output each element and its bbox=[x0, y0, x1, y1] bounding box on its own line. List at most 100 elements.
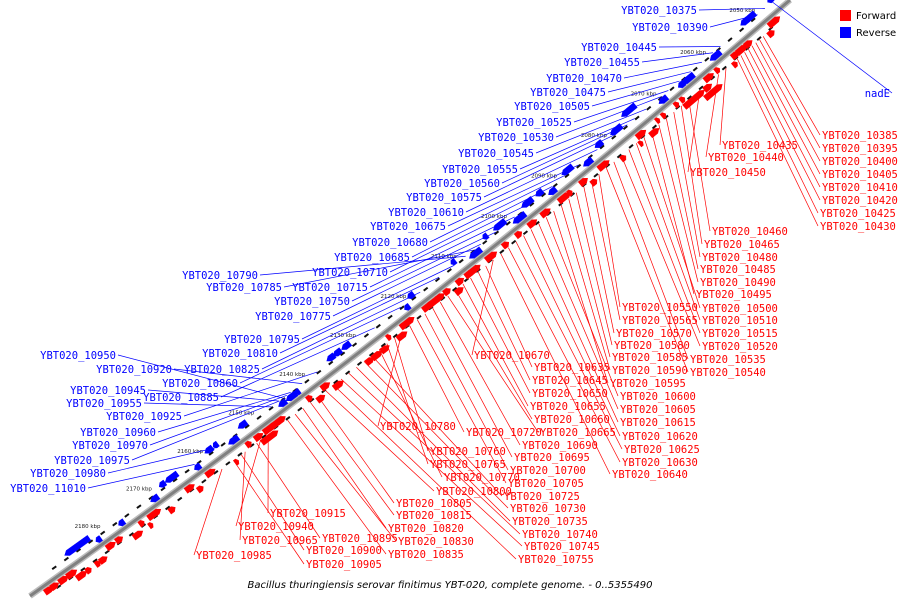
forward-gene bbox=[513, 231, 523, 240]
leader-line bbox=[698, 8, 765, 11]
scale-tick bbox=[399, 305, 405, 311]
gene-layer bbox=[42, 0, 781, 596]
leader-line bbox=[439, 301, 521, 446]
scale-tick bbox=[220, 442, 226, 447]
leader-line bbox=[477, 271, 531, 381]
leader-line bbox=[673, 112, 701, 258]
forward-gene-label: YBT020_10500 bbox=[702, 303, 778, 315]
reverse-gene-label: YBT020_10860 bbox=[162, 378, 238, 390]
leader-line bbox=[500, 253, 611, 475]
reverse-gene bbox=[469, 246, 484, 259]
reverse-gene-label: YBT020_10710 bbox=[312, 267, 388, 279]
forward-gene-label: YBT020_10510 bbox=[702, 315, 778, 327]
forward-gene bbox=[49, 582, 60, 592]
forward-gene bbox=[678, 96, 686, 104]
leader-line bbox=[369, 216, 515, 288]
scale-tick bbox=[499, 249, 505, 254]
scale-tick bbox=[529, 202, 535, 207]
reverse-gene bbox=[621, 102, 638, 117]
forward-gene-label: YBT020_10730 bbox=[510, 503, 586, 515]
forward-gene bbox=[598, 160, 610, 171]
reverse-gene-label: YBT020_11010 bbox=[10, 483, 86, 495]
leader-line bbox=[340, 378, 523, 547]
leader-line bbox=[317, 396, 395, 504]
forward-gene bbox=[766, 16, 781, 29]
map-caption: Bacillus thuringiensis serovar finitimus… bbox=[248, 580, 653, 591]
forward-gene-label: YBT020_10410 bbox=[822, 182, 898, 194]
scale-tick bbox=[756, 36, 762, 41]
forward-gene-label: YBT020_10625 bbox=[624, 444, 700, 456]
reverse-gene bbox=[682, 71, 696, 85]
leader-line bbox=[545, 217, 619, 397]
scale-tick bbox=[628, 143, 634, 149]
forward-gene-label: YBT020_10600 bbox=[620, 391, 696, 403]
scale-tick bbox=[380, 342, 386, 348]
scale-tick bbox=[576, 163, 582, 169]
legend: Forward Reverse bbox=[840, 10, 896, 39]
legend-reverse-swatch bbox=[840, 27, 851, 38]
forward-gene bbox=[319, 382, 331, 392]
reverse-gene bbox=[332, 347, 344, 357]
leader-line bbox=[772, 1, 893, 94]
forward-gene-label: YBT020_10835 bbox=[388, 549, 464, 561]
scale-tick bbox=[208, 451, 214, 456]
scale-tick bbox=[184, 468, 190, 474]
forward-gene-label: YBT020_10745 bbox=[524, 541, 600, 553]
leader-line bbox=[389, 201, 534, 273]
scale-tick bbox=[345, 370, 351, 376]
scale-tick bbox=[446, 268, 452, 273]
scale-tick bbox=[368, 351, 375, 357]
forward-gene-label: YBT020_10940 bbox=[238, 521, 314, 533]
scale-tick bbox=[285, 416, 291, 421]
leader-line bbox=[455, 289, 533, 420]
reverse-gene bbox=[658, 94, 670, 104]
scale-tick bbox=[75, 548, 82, 553]
forward-gene bbox=[468, 264, 481, 276]
forward-gene bbox=[113, 536, 124, 545]
forward-gene-label: YBT020_10490 bbox=[700, 277, 776, 289]
reverse-gene-label: YBT020_10505 bbox=[514, 101, 590, 113]
reverse-gene-label: YBT020_10980 bbox=[30, 468, 106, 480]
scale-tick bbox=[316, 369, 322, 375]
forward-gene-label: YBT020_10985 bbox=[196, 550, 272, 562]
leader-line bbox=[302, 408, 387, 529]
tick-label: 2120 kbp bbox=[380, 294, 406, 300]
leader-line bbox=[117, 354, 284, 399]
leader-line bbox=[348, 372, 521, 535]
forward-gene-label: YBT020_10595 bbox=[610, 378, 686, 390]
reverse-gene-label: YBT020_10575 bbox=[406, 192, 482, 204]
gene-label-layer: YBT020_10375 YBT020_10390 YBT020_10445 YBT0… bbox=[10, 5, 898, 571]
forward-gene-label: YBT020_10645 bbox=[532, 375, 608, 387]
leader-line bbox=[259, 255, 466, 276]
scale-tick bbox=[213, 470, 219, 475]
scale-tick bbox=[540, 192, 547, 198]
reverse-gene bbox=[194, 462, 203, 471]
scale-tick bbox=[564, 173, 570, 179]
forward-gene bbox=[637, 140, 644, 148]
tick-label: 2170 kbp bbox=[126, 486, 152, 492]
leader-line bbox=[508, 247, 621, 463]
reverse-gene-label: YBT020_10790 bbox=[182, 270, 258, 282]
backbone-line bbox=[29, 0, 791, 598]
forward-gene-label: YBT020_10565 bbox=[622, 315, 698, 327]
reverse-gene-label: YBT020_10785 bbox=[206, 282, 282, 294]
scale-tick bbox=[686, 95, 692, 101]
forward-gene bbox=[703, 84, 723, 102]
forward-gene-label: YBT020_10755 bbox=[518, 554, 594, 566]
forward-gene-label: YBT020_10440 bbox=[708, 152, 784, 164]
leader-line bbox=[411, 186, 553, 258]
leader-line-layer bbox=[87, 1, 893, 565]
forward-gene bbox=[566, 189, 573, 197]
leader-line bbox=[501, 124, 628, 184]
forward-gene-label: YBT020_10385 bbox=[822, 130, 898, 142]
leader-line bbox=[643, 136, 701, 309]
leader-line bbox=[447, 164, 579, 227]
scale-tick bbox=[268, 406, 274, 411]
scale-tick bbox=[92, 558, 98, 563]
tick-label: 2050 kbp bbox=[729, 8, 755, 14]
leader-line bbox=[535, 108, 647, 154]
leader-line bbox=[485, 265, 533, 368]
scale-tick bbox=[482, 239, 488, 245]
leader-line bbox=[628, 149, 701, 334]
forward-gene-label: YBT020_10965 bbox=[242, 535, 318, 547]
